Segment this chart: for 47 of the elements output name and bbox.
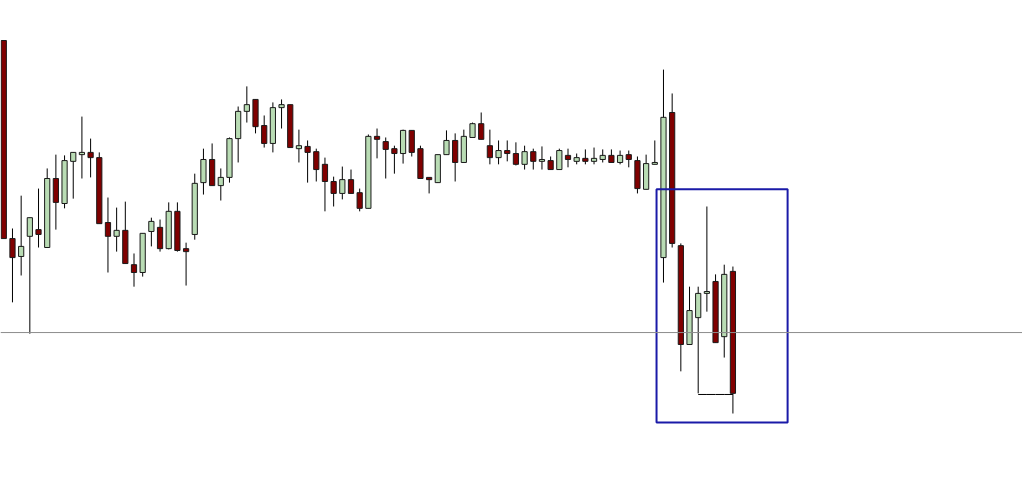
candlestick [356, 188, 363, 212]
candlestick [426, 176, 433, 194]
candlestick [278, 98, 285, 130]
candlestick [486, 129, 493, 165]
candlestick [104, 197, 112, 274]
candlestick [200, 148, 207, 196]
candlestick [321, 157, 329, 212]
candlestick [564, 148, 572, 168]
candlestick [70, 151, 77, 200]
candlestick [182, 242, 190, 287]
candlestick [9, 227, 16, 303]
candlestick [530, 148, 537, 171]
candlestick [217, 167, 224, 202]
candlestick [87, 138, 94, 178]
candlestick [556, 148, 563, 171]
candlestick [148, 217, 155, 247]
candlestick [391, 145, 398, 175]
candlestick [347, 169, 355, 194]
candlestick [495, 139, 502, 165]
candlestick [339, 166, 346, 200]
candlestick [156, 219, 164, 253]
candlestick [408, 129, 415, 157]
candlestick [443, 129, 450, 156]
candlestick [504, 139, 511, 162]
candlestick [373, 128, 381, 159]
candlestick [330, 176, 337, 207]
candlestick [538, 145, 546, 171]
candlestick [78, 116, 86, 180]
candlestick [703, 205, 710, 313]
candlestick [52, 154, 59, 231]
candlestick [590, 147, 598, 165]
candlestick [295, 129, 303, 163]
candlestick [130, 252, 138, 288]
candlestick [243, 85, 250, 124]
candlestick [304, 139, 311, 184]
candlestick [452, 132, 459, 182]
candlestick [313, 148, 320, 182]
candlestick [18, 195, 25, 276]
candlestick [521, 145, 528, 171]
candlestick [651, 139, 658, 165]
candlestick [382, 136, 389, 180]
candlestick [261, 114, 268, 149]
candlestick [113, 207, 120, 253]
candlestick [399, 129, 407, 165]
candlestick [26, 217, 33, 335]
candlestick [35, 188, 42, 249]
candlestick [478, 111, 485, 140]
